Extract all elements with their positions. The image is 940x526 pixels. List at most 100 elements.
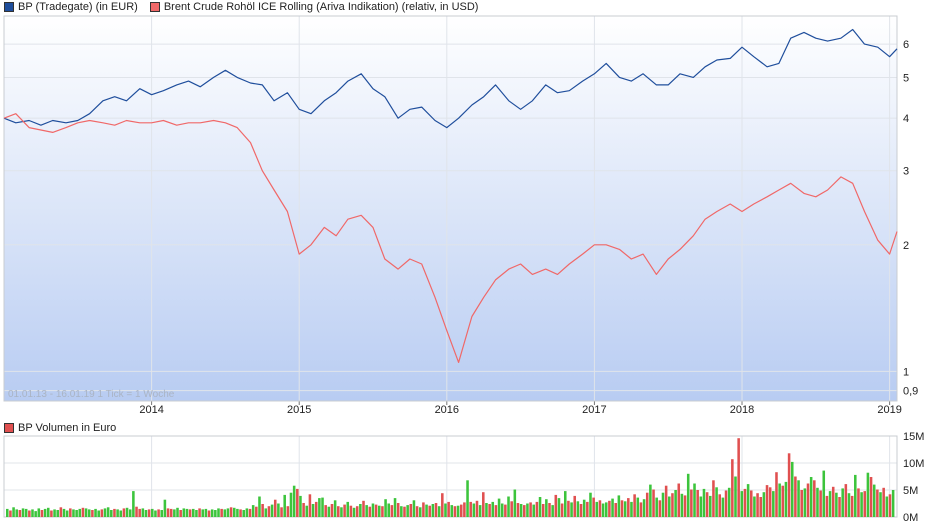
volume-bar xyxy=(718,494,722,517)
volume-bar xyxy=(226,508,230,517)
volume-bar xyxy=(563,491,567,517)
volume-bar xyxy=(428,505,431,517)
volume-bar xyxy=(453,506,457,517)
volume-bar xyxy=(314,501,318,517)
volume-bar xyxy=(154,510,157,517)
volume-bar xyxy=(683,495,687,517)
volume-bar xyxy=(601,503,605,517)
volume-bar xyxy=(214,510,217,517)
volume-bar xyxy=(690,489,693,517)
volume-bar xyxy=(261,504,264,517)
volume-bar xyxy=(623,501,627,517)
volume-bar xyxy=(195,510,198,517)
price-x-tick-label: 2014 xyxy=(139,404,163,416)
volume-bar xyxy=(273,499,277,517)
volume-bar xyxy=(649,484,652,517)
volume-bar xyxy=(850,495,854,517)
volume-bar xyxy=(352,507,356,517)
volume-bar xyxy=(151,508,154,517)
volume-bar xyxy=(642,499,646,517)
volume-bar xyxy=(264,508,268,517)
volume-bar xyxy=(705,492,709,517)
volume-bar xyxy=(422,502,425,517)
volume-bar xyxy=(740,491,744,517)
volume-bar xyxy=(447,501,450,517)
price-y-tick-label: 5 xyxy=(903,72,909,84)
price-y-tick-label: 4 xyxy=(903,113,909,125)
volume-bar xyxy=(831,486,835,517)
volume-bar xyxy=(371,503,375,517)
volume-bar xyxy=(340,507,343,517)
volume-bar xyxy=(396,503,400,517)
volume-bar xyxy=(456,505,460,517)
volume-bar xyxy=(415,506,419,517)
volume-bar xyxy=(311,504,315,517)
volume-bar xyxy=(251,505,255,517)
volume-bar xyxy=(355,506,359,517)
volume-bar xyxy=(822,470,826,517)
volume-bar xyxy=(857,488,860,517)
volume-bar xyxy=(753,496,756,517)
volume-bar xyxy=(40,510,44,517)
volume-bar xyxy=(463,502,466,517)
volume-bar xyxy=(50,510,53,517)
volume-bar xyxy=(746,484,750,517)
volume-bar xyxy=(220,508,223,517)
volume-bar xyxy=(204,508,208,517)
volume-bar xyxy=(787,453,791,517)
volume-bar xyxy=(147,509,151,517)
volume-bar xyxy=(885,496,889,517)
volume-bar xyxy=(731,459,734,517)
volume-bar xyxy=(548,503,551,517)
volume-bar xyxy=(441,493,444,517)
volume-bar xyxy=(513,489,517,517)
volume-bar xyxy=(545,499,548,517)
volume-bar xyxy=(9,510,12,517)
volume-bar xyxy=(888,494,892,517)
volume-bar xyxy=(24,508,28,517)
volume-bar xyxy=(863,491,867,517)
volume-bar xyxy=(554,494,558,517)
volume-bar xyxy=(576,501,580,517)
volume-bar xyxy=(557,498,561,517)
price-y-tick-label: 3 xyxy=(903,166,909,178)
volume-bar xyxy=(349,505,353,517)
volume-bar xyxy=(519,504,523,517)
volume-bar xyxy=(541,504,545,517)
volume-bar xyxy=(308,494,312,517)
volume-bar xyxy=(608,500,611,517)
volume-bar xyxy=(393,498,397,517)
volume-bar xyxy=(409,504,413,517)
volume-bar xyxy=(384,499,387,517)
volume-bar xyxy=(749,490,753,517)
volume-bar xyxy=(636,497,640,517)
brent-series-label: Brent Crude Rohöl ICE Rolling (Ariva Ind… xyxy=(163,1,479,13)
volume-bar xyxy=(232,507,236,517)
volume-bar xyxy=(620,500,624,517)
volume-bar xyxy=(816,487,819,517)
volume-bar xyxy=(712,480,715,517)
volume-bar xyxy=(497,498,501,517)
volume-y-tick-label: 15M xyxy=(903,431,924,443)
volume-bar xyxy=(403,506,406,517)
volume-bar xyxy=(46,507,50,517)
volume-bar xyxy=(198,508,201,517)
volume-bar xyxy=(144,510,148,517)
volume-bar xyxy=(318,498,321,517)
volume-bar xyxy=(715,487,718,517)
volume-bar xyxy=(825,495,829,517)
volume-bar xyxy=(305,505,309,517)
volume-bar xyxy=(652,489,655,517)
volume-bar xyxy=(444,503,447,517)
volume-bar xyxy=(611,498,614,517)
volume-bar xyxy=(737,438,740,517)
volume-bar xyxy=(434,503,438,517)
volume-bar xyxy=(762,492,766,517)
volume-bar xyxy=(709,495,712,517)
volume-bar xyxy=(56,510,59,517)
volume-bar xyxy=(116,509,119,517)
volume-bar xyxy=(469,501,472,517)
volume-bar xyxy=(847,493,851,517)
volume-bar xyxy=(425,504,428,517)
